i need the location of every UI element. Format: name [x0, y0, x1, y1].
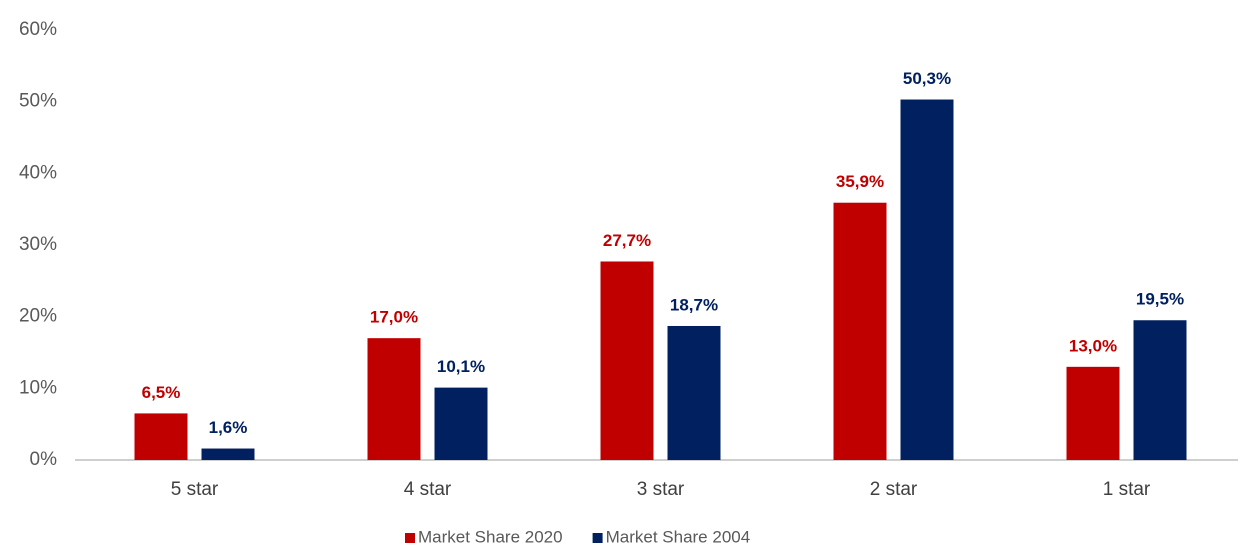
bar — [134, 413, 188, 460]
value-label: 18,7% — [670, 295, 718, 314]
x-tick-label: 2 star — [870, 479, 918, 500]
y-tick-label: 60% — [19, 19, 57, 40]
y-tick-label: 10% — [19, 377, 57, 398]
y-tick-label: 0% — [30, 449, 58, 470]
value-label: 50,3% — [903, 69, 951, 88]
value-label: 1,6% — [209, 418, 248, 437]
x-tick-label: 1 star — [1103, 479, 1151, 500]
bar — [1066, 366, 1120, 460]
bar — [434, 387, 488, 460]
value-label: 17,0% — [370, 308, 418, 327]
value-label: 13,0% — [1069, 336, 1117, 355]
y-tick-label: 50% — [19, 91, 57, 112]
y-tick-label: 30% — [19, 234, 57, 255]
bar — [667, 325, 721, 460]
bar — [833, 202, 887, 460]
legend-swatch — [405, 533, 415, 543]
bar — [600, 261, 654, 460]
bar — [1133, 320, 1187, 460]
x-tick-label: 5 star — [171, 479, 219, 500]
value-label: 10,1% — [437, 357, 485, 376]
y-tick-label: 40% — [19, 162, 57, 183]
legend-label: Market Share 2020 — [418, 527, 563, 546]
x-tick-label: 3 star — [637, 479, 685, 500]
bar — [367, 338, 421, 460]
legend-swatch — [592, 533, 603, 543]
legend-label: Market Share 2004 — [606, 527, 751, 546]
value-label: 6,5% — [142, 383, 181, 402]
bar — [900, 99, 954, 461]
bar — [201, 448, 255, 460]
value-label: 35,9% — [836, 172, 884, 191]
value-label: 19,5% — [1136, 290, 1184, 309]
y-tick-label: 20% — [19, 306, 57, 327]
x-tick-label: 4 star — [404, 479, 452, 500]
value-label: 27,7% — [603, 231, 651, 250]
